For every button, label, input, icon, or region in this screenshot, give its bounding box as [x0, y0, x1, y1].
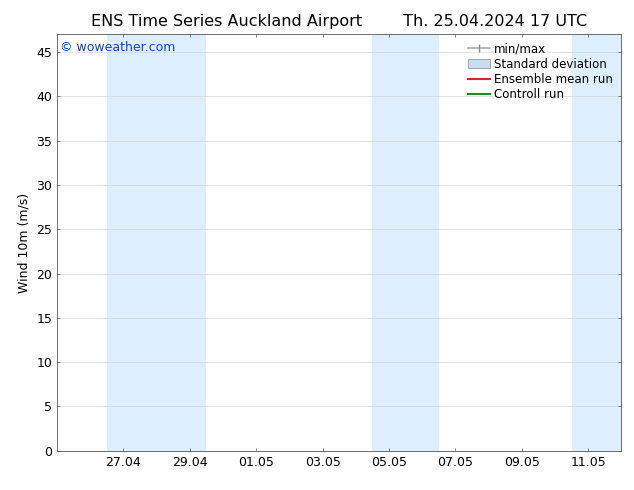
Legend: min/max, Standard deviation, Ensemble mean run, Controll run: min/max, Standard deviation, Ensemble me…: [465, 39, 617, 105]
Bar: [571, 34, 621, 451]
Title: ENS Time Series Auckland Airport        Th. 25.04.2024 17 UTC: ENS Time Series Auckland Airport Th. 25.…: [91, 14, 587, 29]
Bar: [107, 34, 207, 451]
Text: © woweather.com: © woweather.com: [60, 41, 175, 53]
Bar: [372, 34, 439, 451]
Y-axis label: Wind 10m (m/s): Wind 10m (m/s): [18, 193, 31, 293]
